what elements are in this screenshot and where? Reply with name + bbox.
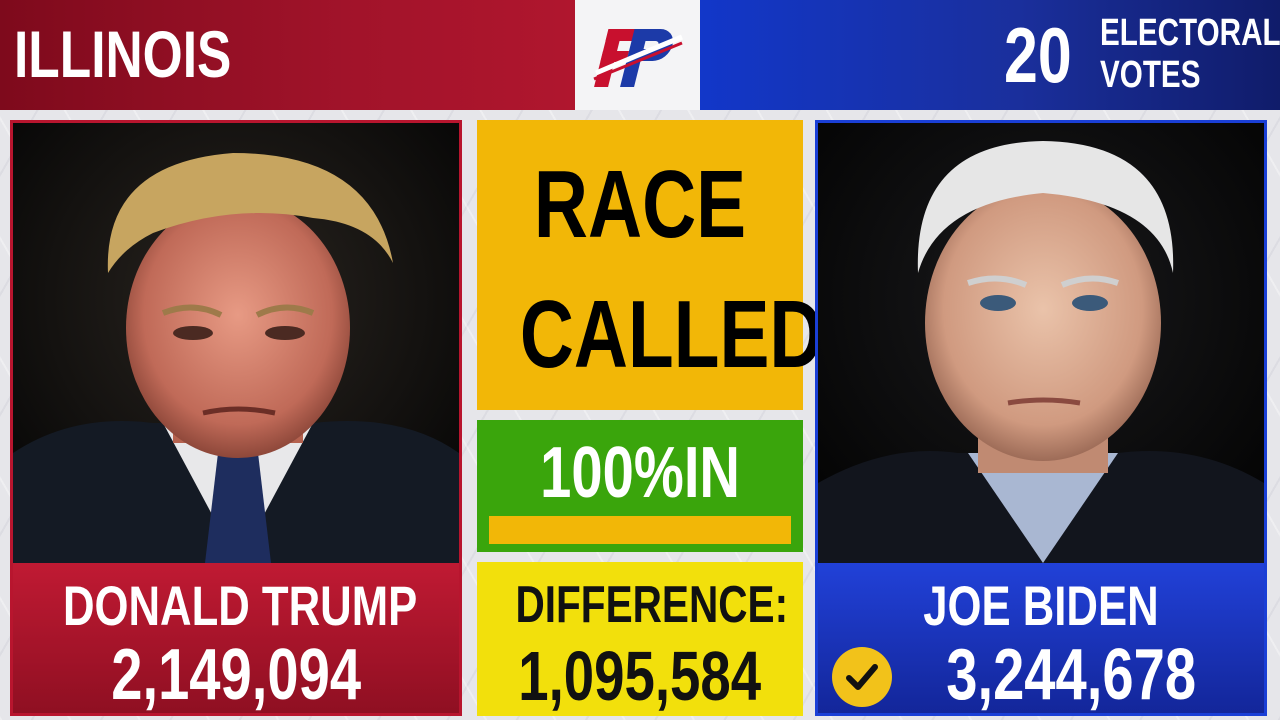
state-header: ILLINOIS bbox=[0, 0, 575, 110]
check-icon bbox=[846, 664, 878, 690]
candidate-name: DONALD TRUMP bbox=[62, 574, 418, 637]
state-name: ILLINOIS bbox=[14, 17, 232, 91]
candidate-band-trump: DONALD TRUMP 2,149,094 bbox=[13, 563, 459, 713]
electoral-votes-label: ELECTORAL VOTES bbox=[1100, 12, 1280, 96]
reporting-box: 100%IN bbox=[477, 420, 803, 552]
difference-label: DIFFERENCE: bbox=[515, 576, 789, 634]
race-status-line2: CALLED bbox=[519, 281, 824, 388]
fp-logo-icon bbox=[592, 29, 683, 87]
electoral-header bbox=[700, 0, 1280, 110]
race-status-box: RACE CALLED bbox=[477, 120, 824, 410]
candidate-panel-biden: JOE BIDEN 3,244,678 bbox=[815, 120, 1267, 716]
fp-logo bbox=[575, 0, 700, 110]
candidate-panel-trump: DONALD TRUMP 2,149,094 bbox=[10, 120, 462, 716]
candidate-band-biden: JOE BIDEN 3,244,678 bbox=[818, 563, 1264, 713]
winner-badge bbox=[832, 647, 892, 707]
difference-box: DIFFERENCE: 1,095,584 bbox=[477, 562, 803, 716]
difference-value: 1,095,584 bbox=[518, 637, 762, 715]
reporting-label: 100%IN bbox=[540, 433, 740, 513]
reporting-progress-fill bbox=[489, 516, 791, 544]
candidate-votes: 3,244,678 bbox=[946, 635, 1196, 715]
candidate-photo-biden bbox=[818, 123, 1264, 563]
candidate-votes: 2,149,094 bbox=[111, 635, 361, 715]
candidate-photo-trump bbox=[13, 123, 459, 563]
candidate-name: JOE BIDEN bbox=[923, 574, 1159, 637]
race-status-line1: RACE bbox=[533, 151, 747, 258]
reporting-progress-bar bbox=[489, 516, 791, 544]
electoral-votes-count: 20 bbox=[1004, 11, 1072, 99]
